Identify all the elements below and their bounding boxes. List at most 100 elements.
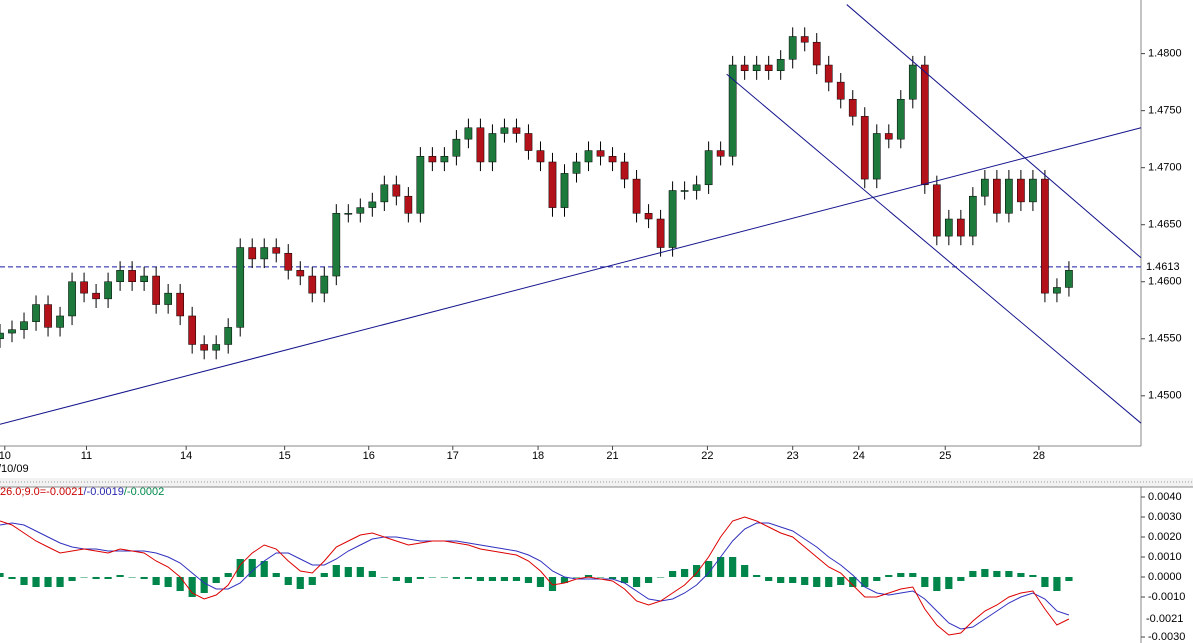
candle-body: [392, 184, 401, 197]
y-tick-label: 0.0040: [1148, 491, 1182, 503]
candle-body: [920, 64, 929, 186]
candle-body: [92, 292, 100, 300]
y-tick-label: 1.4800: [1148, 48, 1182, 60]
x-tick-label: 25: [939, 450, 951, 462]
histogram-bar: [320, 573, 328, 577]
candle-body: [1053, 287, 1061, 294]
candle-body: [884, 133, 893, 140]
histogram-bar: [813, 577, 821, 587]
histogram-bar: [1053, 577, 1061, 591]
histogram-bar: [512, 577, 521, 581]
macd-legend: 26.0;9.0=-0.0021/-0.0019/-0.0002: [0, 486, 164, 498]
x-tick-label: 22: [701, 450, 713, 462]
legend-entry: /-0.0002: [124, 486, 164, 498]
candle-body: [416, 156, 425, 214]
candle-body: [548, 161, 557, 208]
signal-line: [0, 522, 1070, 630]
x-tick-label: 21: [606, 450, 618, 462]
histogram-bar: [524, 577, 533, 583]
histogram-bar: [560, 577, 569, 583]
candle-body: [981, 178, 989, 197]
candle-body: [248, 247, 257, 260]
candle-body: [824, 64, 833, 83]
y-tick-label: 1.4500: [1148, 390, 1182, 402]
histogram-bar: [80, 577, 88, 578]
histogram-bar: [152, 577, 160, 585]
histogram-bar: [164, 577, 172, 587]
candle-body: [32, 304, 40, 322]
candle-body: [380, 184, 389, 203]
histogram-bar: [873, 577, 881, 581]
histogram-bar: [8, 577, 16, 579]
histogram-bar: [837, 577, 845, 585]
x-tick-label: 15: [279, 450, 291, 462]
candle-body: [404, 195, 413, 214]
candle-body: [104, 281, 112, 300]
candle-body: [944, 218, 953, 237]
candle-body: [584, 150, 593, 163]
histogram-bar: [488, 577, 497, 581]
candle-body: [284, 252, 293, 271]
histogram-bar: [993, 571, 1001, 577]
candle-body: [128, 270, 136, 282]
candle-body: [536, 150, 545, 163]
candle-body: [464, 127, 473, 140]
histogram-bar: [668, 571, 677, 577]
candle-body: [140, 275, 148, 282]
histogram-bar: [128, 577, 136, 578]
candle-body: [80, 281, 88, 294]
x-tick-label: 17: [447, 450, 459, 462]
current-value-bg: [1143, 612, 1191, 626]
histogram-bar: [945, 577, 953, 589]
candle-body: [8, 329, 16, 334]
candle-body: [176, 292, 185, 317]
y-tick-label: 0.0020: [1148, 531, 1182, 543]
histogram-bar: [452, 577, 461, 579]
histogram-bar: [656, 577, 665, 578]
candle-body: [0, 332, 4, 340]
x-tick-label: 16: [363, 450, 375, 462]
candle-body: [800, 36, 809, 43]
candle-body: [608, 156, 617, 163]
histogram-bar: [308, 577, 316, 585]
histogram-bar: [777, 577, 785, 583]
candle-body: [668, 190, 677, 248]
histogram-bar: [44, 577, 52, 587]
candle-body: [560, 173, 569, 208]
histogram-bar: [596, 577, 605, 578]
histogram-bar: [260, 561, 268, 577]
candle-body: [344, 213, 353, 215]
histogram-bar: [765, 577, 773, 581]
x-tick-label: 28: [1033, 450, 1045, 462]
histogram-bar: [104, 577, 112, 579]
x-tick-label: 14: [180, 450, 192, 462]
histogram-bar: [272, 573, 280, 577]
candle-body: [164, 292, 173, 305]
candle-body: [872, 133, 881, 180]
trendline: [846, 4, 1142, 259]
trendline: [726, 73, 1142, 424]
candle-body: [1041, 178, 1049, 294]
candle-body: [332, 213, 341, 277]
trendline: [0, 127, 1142, 425]
candle-body: [908, 64, 917, 100]
histogram-bar: [344, 567, 352, 577]
candle-body: [836, 81, 845, 100]
candle-body: [56, 315, 64, 328]
histogram-bar: [296, 577, 304, 589]
candle-body: [188, 315, 197, 345]
y-tick-label: 1.4650: [1148, 219, 1182, 231]
histogram-bar: [957, 577, 965, 581]
candle-body: [1065, 270, 1073, 288]
candle-body: [512, 127, 521, 134]
histogram-bar: [92, 577, 100, 579]
candle-body: [1029, 178, 1037, 203]
candle-body: [236, 247, 245, 328]
y-tick-label: 1.4700: [1148, 162, 1182, 174]
candle-body: [152, 275, 160, 305]
candle-body: [740, 64, 749, 71]
histogram-bar: [572, 577, 581, 578]
histogram-bar: [753, 575, 761, 577]
